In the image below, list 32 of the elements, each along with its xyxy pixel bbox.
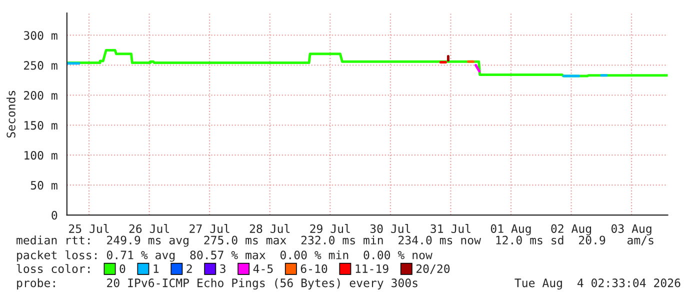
text: packet loss: 0.71 % avg 80.57 % max 0.00 % min 0.00 % now	[17, 250, 432, 262]
text: Tue Aug 4 02:33:04 2026	[514, 278, 680, 290]
line-series	[66, 48, 668, 78]
x-tick-label: 25 Jul	[69, 224, 109, 234]
x-tick-label: 26 Jul	[129, 224, 169, 234]
y-axis-title: Seconds	[6, 90, 16, 138]
y-tick-label: 300 m	[24, 31, 58, 40]
legend-title: loss color:	[16, 264, 90, 274]
y-tick-label: 100 m	[24, 150, 58, 160]
x-tick-label: 27 Jul	[190, 224, 230, 234]
y-tick-label: 50 m	[30, 180, 58, 190]
y-tick-label: 0	[52, 210, 58, 220]
text: probe: 20 IPv6-ICMP Echo Pings (56 Bytes) every 300s	[17, 278, 418, 290]
x-tick-label: 02 Aug	[551, 224, 592, 236]
x-tick-label: 29 Jul	[310, 224, 350, 234]
x-tick-label: 28 Jul	[250, 224, 290, 234]
y-tick-label: 200 m	[24, 91, 58, 100]
x-tick-label: 01 Aug	[490, 224, 531, 236]
y-tick-label: 250 m	[24, 61, 58, 70]
legend-label: 1	[154, 264, 159, 273]
text: median rtt: 249.9 ms avg 275.0 ms max 232.0 ms min 234.0 ms now 12.0 ms sd 20.9 am/s	[16, 236, 654, 247]
legend-label: 4-5	[253, 264, 273, 274]
x-tick-label: 30 Jul	[370, 224, 410, 234]
legend-label: 11-19	[356, 264, 388, 274]
legend-label: 3	[220, 264, 226, 274]
legend-label: 20/20	[416, 264, 450, 274]
x-tick-label: 31 Jul	[430, 224, 470, 234]
x-tick-label: 03 Aug	[611, 224, 652, 236]
legend-label: 0	[120, 264, 126, 274]
y-tick-label: 150 m	[24, 120, 58, 130]
legend-label: 2	[186, 264, 192, 273]
legend-label: 6-10	[300, 264, 328, 274]
